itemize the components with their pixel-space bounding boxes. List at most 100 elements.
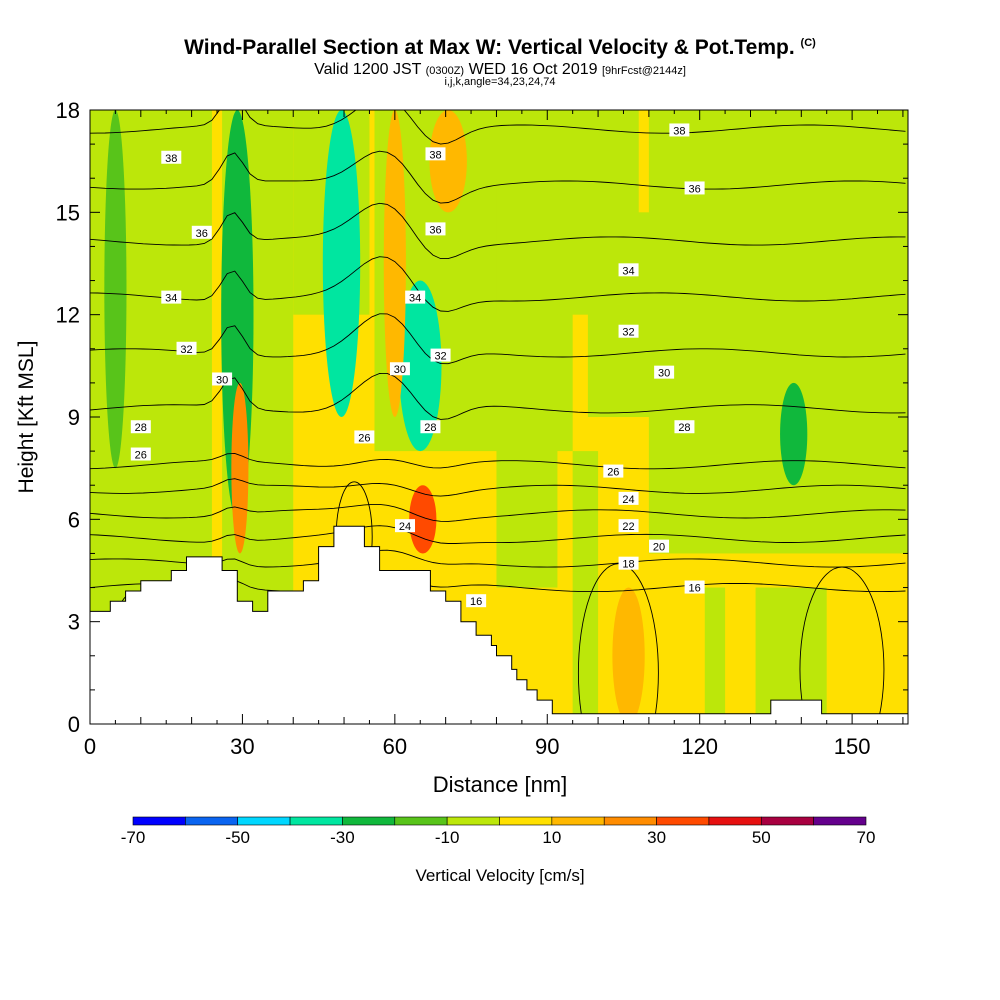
colorbar-swatch-2 — [237, 816, 291, 826]
svg-text:32: 32 — [434, 351, 446, 363]
svg-text:18: 18 — [622, 559, 634, 571]
title-main: Wind-Parallel Section at Max W: Vertical… — [184, 36, 795, 59]
colorbar-swatch-9 — [603, 816, 657, 826]
x-tick-label-0: 0 — [84, 734, 96, 759]
y-tick-label-0: 0 — [68, 712, 80, 737]
svg-text:36: 36 — [429, 224, 441, 236]
theta-contour-30 — [90, 313, 906, 365]
w-feature-3 — [399, 280, 442, 452]
contour-labels: 16 16 18 20 22 24 24 26 26 26 28 28 28 30 30 30 32 32 32 34… — [130, 123, 705, 608]
colorbar-swatch-0 — [132, 816, 186, 826]
contour-label-19: 34 — [618, 263, 639, 277]
contour-label-22: 36 — [684, 181, 705, 195]
valid-date: WED 16 Oct 2019 — [468, 61, 598, 78]
svg-text:28: 28 — [424, 422, 436, 434]
w-feature-0 — [104, 110, 127, 469]
w-feature-7 — [429, 110, 467, 213]
terrain-polygon — [90, 525, 908, 724]
weak-sink-area-3 — [572, 451, 599, 724]
forecast-info: [9hrFcst@2144z] — [601, 65, 686, 77]
theta-contour-20 — [90, 525, 906, 544]
theta-contour-38 — [90, 110, 906, 145]
theta-contour-24 — [90, 478, 906, 497]
contour-label-18: 32 — [176, 341, 197, 356]
colorbar-swatch-12 — [760, 816, 814, 826]
colorbar-label: Vertical Velocity [cm/s] — [415, 866, 584, 885]
svg-text:16: 16 — [470, 596, 482, 608]
contour-label-20: 34 — [405, 290, 426, 305]
y-tick-label-4: 12 — [56, 303, 80, 328]
w-feature-4 — [383, 110, 406, 417]
colorbar-swatch-3 — [289, 816, 343, 826]
x-tick-label-3: 90 — [535, 734, 559, 759]
theta-contour-36 — [90, 150, 906, 204]
svg-text:34: 34 — [622, 265, 634, 277]
contour-label-15: 30 — [212, 372, 233, 386]
colorbar: -70 -50 -30 -10 10 30 50 70 — [121, 816, 876, 847]
svg-text:16: 16 — [688, 583, 700, 595]
weak-rise-area-5 — [674, 246, 726, 486]
grid-indices: i,j,k,angle=34,23,24,74 — [444, 76, 556, 88]
y-tick-label-3: 9 — [68, 405, 80, 430]
colorbar-tick-1: -50 — [225, 828, 250, 847]
svg-text:32: 32 — [180, 344, 192, 356]
contour-label-2: 18 — [618, 556, 639, 571]
x-tick-label-2: 60 — [383, 734, 407, 759]
contour-label-9: 26 — [130, 447, 151, 462]
svg-text:28: 28 — [135, 422, 147, 434]
theta-contour-40 — [90, 39, 906, 85]
w-feature-6 — [409, 485, 437, 554]
colorbar-swatch-8 — [551, 816, 605, 826]
weak-sink-area-5 — [704, 587, 726, 724]
w-feature-2 — [322, 110, 361, 417]
w-feature-9 — [780, 382, 808, 486]
svg-text:34: 34 — [409, 293, 421, 305]
colorbar-swatch-13 — [813, 816, 867, 826]
svg-text:26: 26 — [358, 432, 370, 444]
colorbar-swatch-5 — [394, 816, 448, 826]
valid-prefix: Valid 1200 JST — [314, 61, 422, 78]
w-feature-5 — [231, 382, 249, 554]
x-axis-label: Distance [nm] — [433, 772, 568, 797]
svg-text:36: 36 — [196, 228, 208, 240]
contour-label-13: 30 — [654, 365, 675, 380]
contour-label-21: 34 — [161, 290, 182, 305]
contour-label-0: 16 — [684, 580, 705, 595]
svg-text:28: 28 — [678, 422, 690, 434]
contour-label-16: 32 — [618, 324, 639, 339]
theta-contour-32 — [90, 256, 906, 312]
svg-text:34: 34 — [165, 293, 177, 305]
colorbar-swatch-1 — [185, 816, 239, 826]
colorbar-tick-3: -10 — [435, 828, 460, 847]
contour-label-7: 26 — [603, 464, 624, 479]
colorbar-tick-7: 70 — [857, 828, 876, 847]
contour-label-14: 30 — [389, 362, 410, 376]
colorbar-tick-0: -70 — [121, 828, 146, 847]
svg-text:30: 30 — [394, 364, 406, 376]
theta-contour-34 — [90, 202, 906, 260]
svg-text:32: 32 — [622, 327, 634, 339]
colorbar-swatch-10 — [656, 816, 710, 826]
svg-text:38: 38 — [673, 125, 685, 137]
svg-text:26: 26 — [607, 467, 619, 479]
svg-text:24: 24 — [399, 521, 411, 533]
theta-contour-26 — [90, 452, 906, 470]
y-tick-label-5: 15 — [56, 200, 80, 225]
closed-contour-1 — [577, 563, 659, 724]
svg-text:20: 20 — [653, 542, 665, 554]
contour-label-25: 38 — [669, 123, 690, 137]
contour-label-23: 36 — [425, 222, 446, 236]
svg-text:36: 36 — [688, 183, 700, 195]
y-tick-label-6: 18 — [56, 98, 80, 123]
valid-utc: (0300Z) — [425, 65, 465, 77]
svg-text:38: 38 — [429, 149, 441, 161]
weak-rise-area-4 — [557, 110, 639, 315]
contour-label-1: 16 — [466, 594, 487, 608]
svg-text:30: 30 — [216, 374, 228, 386]
x-tick-label-5: 150 — [834, 734, 871, 759]
colorbar-swatch-11 — [708, 816, 762, 826]
contour-label-17: 32 — [430, 348, 451, 363]
theta-contour-18 — [90, 549, 906, 568]
